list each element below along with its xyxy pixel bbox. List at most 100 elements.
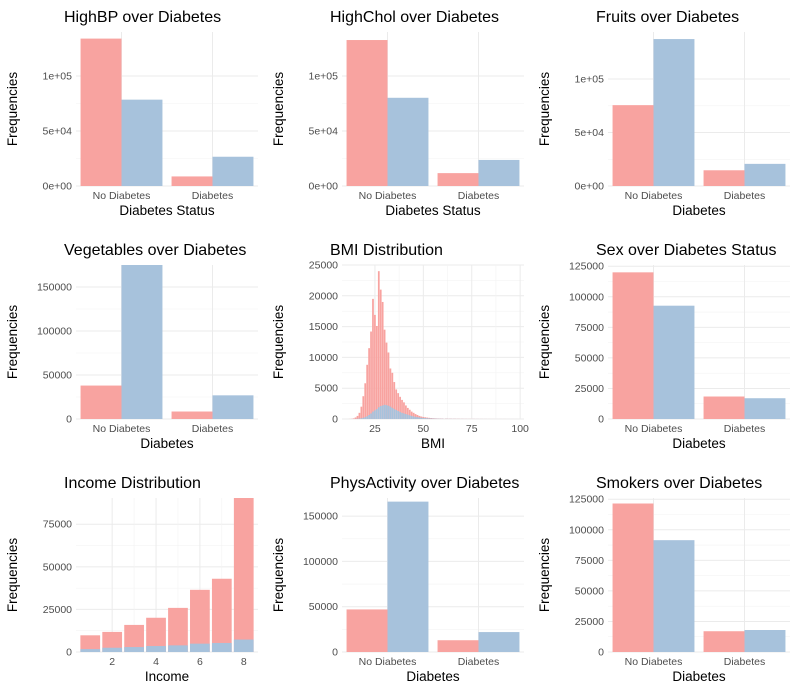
- bar-blue-45: [412, 416, 415, 419]
- x-tick-label: No Diabetes: [625, 656, 683, 668]
- bar-blue-21: [366, 416, 369, 419]
- bar-pink-8: [233, 498, 254, 652]
- bar-blue-1: [478, 159, 520, 186]
- bar-blue-24: [372, 411, 374, 419]
- chart-panel-physactivity: 0 50000 100000 150000 No Diabetes Diabetes Phy…: [266, 466, 532, 699]
- x-tick-label: No Diabetes: [625, 423, 683, 435]
- bar-pink-26: [375, 325, 378, 419]
- x-axis-label: Diabetes: [672, 203, 726, 218]
- bar-blue-43: [408, 415, 411, 419]
- chart-panel-smokers: 0 25000 50000 75000 100000 125000 No Diabetes D…: [532, 466, 798, 699]
- bar-pink-6: [190, 589, 210, 652]
- x-tick-label: 100: [511, 423, 529, 435]
- bar-pink-5: [168, 607, 188, 652]
- bar-blue-48: [418, 417, 421, 419]
- y-axis-label: Frequencies: [5, 538, 20, 613]
- y-tick-label: 0: [598, 414, 604, 426]
- bar-blue-1: [744, 398, 786, 419]
- bar-blue-25: [374, 410, 376, 419]
- bar-blue-41: [405, 414, 407, 419]
- x-tick-label: 6: [197, 656, 203, 668]
- y-tick-label: 1e+05: [575, 74, 605, 86]
- y-tick-label: 0e+00: [43, 181, 73, 193]
- bar-blue-32: [387, 405, 390, 419]
- bar-blue-26: [375, 409, 378, 419]
- bar-blue-23: [370, 413, 372, 419]
- y-tick-label: 125000: [569, 261, 604, 273]
- bar-blue-28: [379, 406, 382, 419]
- bar-blue-42: [406, 414, 409, 419]
- bar-blue-36: [395, 410, 398, 419]
- bar-blue-3: [124, 647, 144, 652]
- x-tick-label: 50: [417, 423, 429, 435]
- chart-title: BMI Distribution: [330, 242, 443, 259]
- bar-pink-47: [416, 414, 419, 419]
- y-axis-label: Frequencies: [537, 305, 552, 380]
- bar-blue-53: [428, 418, 430, 419]
- bar-blue-35: [393, 409, 396, 419]
- x-tick-label: 2: [109, 656, 115, 668]
- bar-blue-39: [401, 412, 403, 419]
- bar-blue-0: [121, 265, 163, 419]
- y-tick-label: 100000: [37, 326, 72, 338]
- bar-blue-44: [410, 415, 413, 419]
- bar-blue-51: [424, 418, 427, 419]
- bar-blue-22: [368, 414, 370, 419]
- bar-pink-1: [703, 170, 745, 186]
- bar-pink-38: [399, 396, 401, 419]
- bar-pink-3: [124, 624, 144, 652]
- bar-blue-40: [403, 413, 405, 419]
- y-axis-label: Frequencies: [271, 538, 286, 613]
- bar-pink-21: [366, 364, 369, 419]
- y-tick-label: 0: [332, 414, 338, 426]
- chart-highchol: 0e+00 5e+04 1e+05 No Diabetes Diabetes HighCh…: [271, 9, 524, 218]
- y-tick-label: 75000: [575, 555, 604, 567]
- chart-title: Income Distribution: [64, 475, 201, 492]
- bar-pink-48: [418, 415, 421, 419]
- bar-blue-37: [397, 410, 400, 419]
- x-tick-label: Diabetes: [192, 423, 233, 435]
- bar-blue-0: [387, 97, 429, 186]
- x-tick-label: Diabetes: [724, 656, 765, 668]
- bar-pink-46: [414, 414, 417, 419]
- bar-pink-41: [405, 405, 407, 419]
- y-tick-label: 10000: [309, 352, 338, 364]
- chart-panel-fruits: 0e+00 5e+04 1e+05 No Diabetes Diabetes Fruits…: [532, 0, 798, 233]
- bar-blue-38: [399, 411, 401, 419]
- bar-blue-2: [102, 647, 123, 652]
- bar-blue-1: [212, 395, 254, 419]
- x-tick-label: Diabetes: [724, 190, 765, 202]
- bar-pink-1: [703, 396, 745, 419]
- x-tick-label: 25: [369, 423, 381, 435]
- bar-blue-1: [478, 632, 520, 652]
- bar-pink-36: [395, 389, 398, 419]
- bar-blue-0: [653, 540, 695, 652]
- x-tick-label: Diabetes: [458, 656, 499, 668]
- x-axis-label: Diabetes: [672, 669, 726, 684]
- bar-pink-43: [408, 409, 411, 419]
- bar-blue-50: [422, 417, 425, 419]
- bar-pink-45: [412, 412, 415, 419]
- bar-blue-1: [80, 649, 101, 652]
- y-tick-label: 100000: [569, 524, 604, 536]
- x-tick-label: No Diabetes: [359, 656, 417, 668]
- y-tick-label: 1e+05: [43, 71, 73, 83]
- bar-blue-46: [414, 416, 417, 419]
- bar-blue-0: [121, 99, 163, 186]
- bar-blue-1: [744, 630, 786, 652]
- y-tick-label: 125000: [569, 494, 604, 506]
- bar-blue-4: [146, 646, 166, 652]
- bar-blue-5: [168, 645, 188, 652]
- y-tick-label: 75000: [43, 519, 72, 531]
- y-tick-label: 0: [66, 414, 72, 426]
- bar-pink-33: [389, 368, 392, 419]
- y-tick-label: 100000: [569, 291, 604, 303]
- y-tick-label: 50000: [309, 601, 338, 613]
- y-axis-label: Frequencies: [271, 72, 286, 147]
- y-tick-label: 25000: [575, 616, 604, 628]
- bar-pink-1: [437, 640, 479, 652]
- x-axis-label: Diabetes Status: [385, 203, 481, 218]
